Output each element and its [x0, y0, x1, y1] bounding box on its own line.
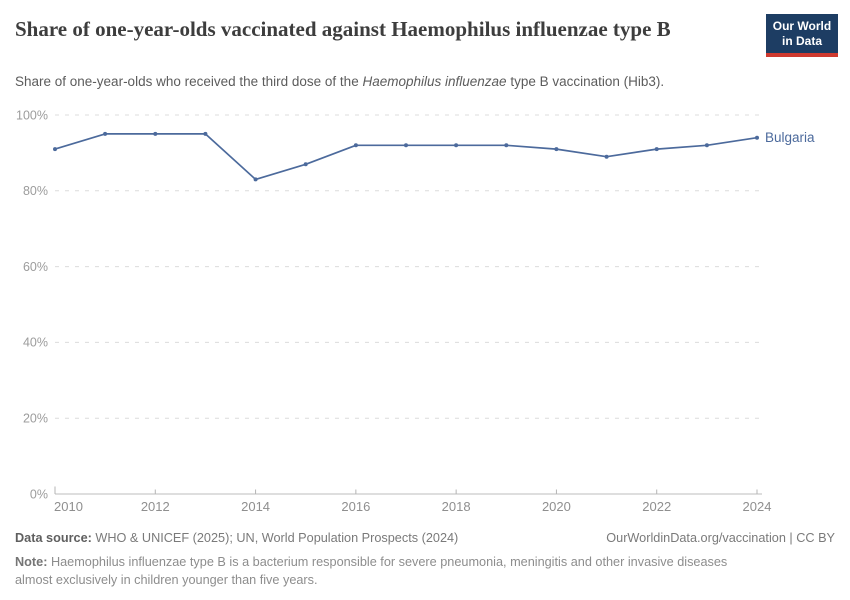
y-tick-label: 60% — [23, 260, 48, 274]
owid-logo[interactable]: Our World in Data — [766, 14, 838, 57]
owid-logo-line2: in Data — [781, 34, 822, 48]
data-point[interactable] — [353, 143, 358, 148]
entity-label: Bulgaria — [765, 130, 815, 145]
x-tick-label: 2020 — [542, 499, 571, 514]
x-tick-label: 2016 — [341, 499, 370, 514]
data-source-label: Data source: — [15, 531, 92, 545]
data-point[interactable] — [755, 135, 759, 140]
data-point[interactable] — [53, 147, 57, 152]
data-line[interactable] — [54, 133, 758, 181]
data-point[interactable] — [253, 177, 258, 182]
y-tick-label: 20% — [23, 412, 48, 426]
data-point[interactable] — [454, 143, 459, 148]
x-tick-label: 2010 — [54, 499, 83, 514]
chart-subtitle: Share of one-year-olds who received the … — [15, 74, 664, 89]
data-point[interactable] — [554, 147, 559, 152]
note-text: Haemophilus influenzae type B is a bacte… — [15, 555, 728, 588]
footer-note: Note: Haemophilus influenzae type B is a… — [15, 553, 763, 589]
data-source: Data source: WHO & UNICEF (2025); UN, Wo… — [15, 531, 458, 545]
page-title: Share of one-year-olds vaccinated agains… — [15, 17, 671, 41]
x-tick-label: 2022 — [642, 499, 671, 514]
note-label: Note: — [15, 555, 48, 569]
subtitle-species-italic: Haemophilus influenzae — [362, 74, 507, 89]
data-point[interactable] — [604, 154, 609, 159]
owid-logo-line1: Our World — [772, 19, 832, 33]
data-point[interactable] — [153, 131, 158, 136]
data-source-text: WHO & UNICEF (2025); UN, World Populatio… — [91, 531, 459, 545]
data-point[interactable] — [303, 162, 308, 167]
data-point[interactable] — [103, 131, 108, 136]
y-tick-label: 0% — [30, 487, 48, 501]
x-tick-label: 2024 — [743, 499, 772, 514]
y-tick-label: 40% — [23, 336, 48, 350]
subtitle-prefix: Share of one-year-olds who received the … — [15, 74, 363, 89]
y-tick-label: 100% — [16, 108, 48, 122]
data-point[interactable] — [654, 147, 659, 152]
x-tick-label: 2014 — [241, 499, 270, 514]
license-credit: OurWorldinData.org/vaccination | CC BY — [606, 531, 835, 545]
subtitle-suffix: type B vaccination (Hib3). — [506, 74, 665, 89]
data-point[interactable] — [404, 143, 408, 148]
data-point[interactable] — [203, 131, 208, 136]
x-tick-label: 2018 — [442, 499, 471, 514]
data-point[interactable] — [704, 143, 709, 148]
line-chart[interactable]: 100% 80% 60% 40% 20% 0% 2010 2012 2014 2016 2018 20… — [0, 100, 850, 520]
x-tick-label: 2012 — [141, 499, 170, 514]
y-tick-label: 80% — [23, 184, 48, 198]
data-point[interactable] — [504, 143, 509, 148]
footer-source-row: Data source: WHO & UNICEF (2025); UN, Wo… — [15, 531, 835, 545]
